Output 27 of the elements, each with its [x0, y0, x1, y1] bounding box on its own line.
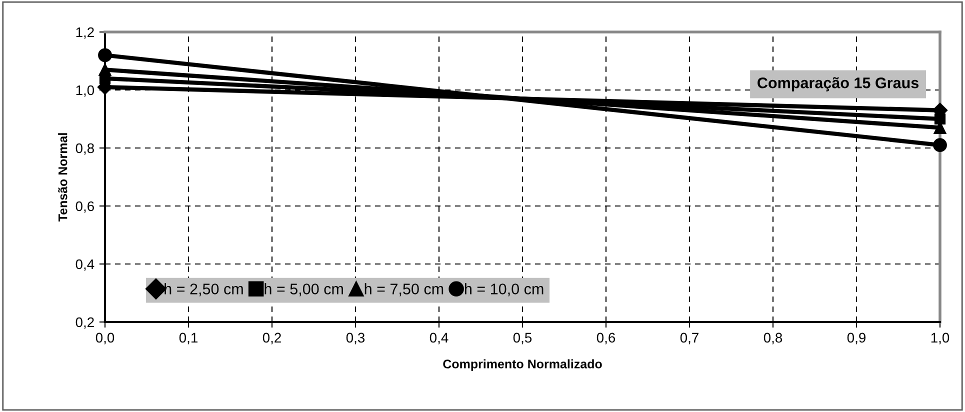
y-tick-label: 0,6	[76, 201, 94, 213]
y-tick-label: 0,8	[76, 143, 94, 155]
y-tick-label: 1,0	[76, 85, 94, 97]
text: Comparação 15 Graus	[758, 77, 919, 92]
legend-label: h = 7,50 cm	[364, 283, 444, 296]
x-tick-label: 0,4	[430, 332, 448, 344]
x-tick-label: 0,8	[764, 332, 782, 344]
x-tick-label: 0,1	[179, 332, 198, 344]
legend-label: h = 5,00 cm	[264, 283, 343, 296]
x-tick-label: 0,9	[847, 332, 866, 344]
y-axis-title: Tensão Normal	[58, 133, 68, 222]
x-tick-label: 1,0	[931, 332, 950, 344]
x-tick-label: 0,6	[596, 332, 616, 344]
x-tick-label: 0,3	[346, 332, 365, 344]
y-tick-label: 1,2	[76, 27, 94, 39]
point	[934, 113, 946, 125]
x-axis-title: Comprimento Normalizado	[443, 359, 602, 371]
legend-label: h = 10,0 cm	[465, 283, 544, 296]
point	[98, 63, 112, 76]
x-tick-label: 0,2	[262, 332, 281, 344]
point	[933, 138, 947, 152]
y-tick-label: 0,2	[76, 317, 94, 329]
x-tick-label: 0,5	[513, 332, 532, 344]
x-tick-label: 0,7	[680, 332, 698, 344]
point	[98, 48, 112, 62]
y-tick-label: 0,4	[76, 259, 94, 271]
x-tick-label: 0,0	[96, 332, 114, 344]
